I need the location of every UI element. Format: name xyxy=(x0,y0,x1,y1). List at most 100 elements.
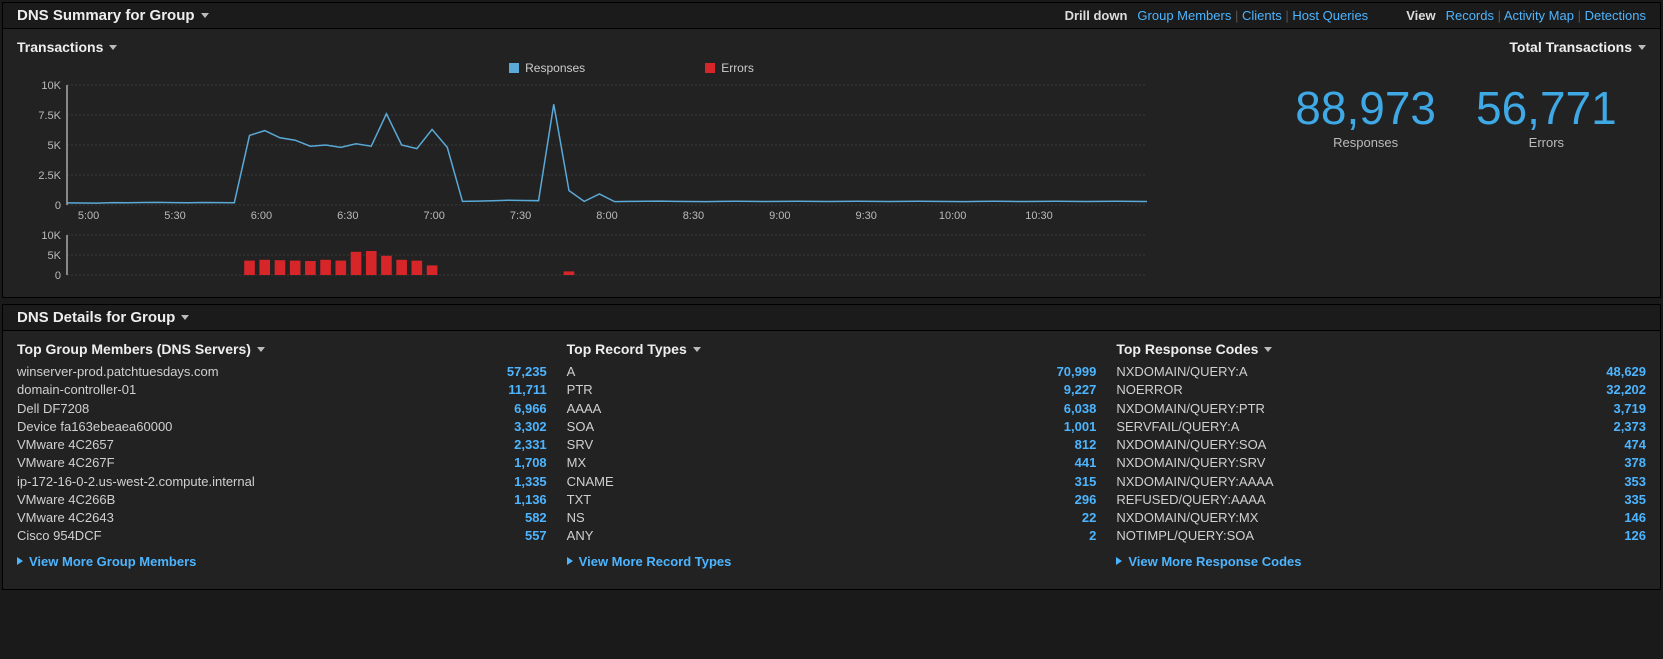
list-item[interactable]: ANY2 xyxy=(567,527,1097,545)
item-value: 32,202 xyxy=(1606,382,1646,398)
list-item[interactable]: winserver-prod.patchtuesdays.com 57,235 xyxy=(17,363,547,381)
nav-link-host-queries[interactable]: Host Queries xyxy=(1292,8,1368,23)
legend-errors-label: Errors xyxy=(721,61,754,75)
arrow-right-icon xyxy=(567,557,573,565)
item-value: 296 xyxy=(1075,492,1097,508)
list-item[interactable]: SRV812 xyxy=(567,436,1097,454)
item-name: CNAME xyxy=(567,474,614,490)
list-item[interactable]: PTR9,227 xyxy=(567,381,1097,399)
item-value: 6,966 xyxy=(514,401,547,417)
list-item[interactable]: NS22 xyxy=(567,509,1097,527)
list-item[interactable]: CNAME 315 xyxy=(567,473,1097,491)
item-value: 353 xyxy=(1624,474,1646,490)
svg-text:7:30: 7:30 xyxy=(510,210,531,222)
list-item[interactable]: Device fa163ebeaea600003,302 xyxy=(17,418,547,436)
nav-link-group-members[interactable]: Group Members xyxy=(1137,8,1231,23)
list-item[interactable]: NXDOMAIN/QUERY:SOA 474 xyxy=(1116,436,1646,454)
list-item[interactable]: SOA1,001 xyxy=(567,418,1097,436)
list-item[interactable]: domain-controller-0111,711 xyxy=(17,381,547,399)
svg-text:6:30: 6:30 xyxy=(337,210,358,222)
legend-errors[interactable]: Errors xyxy=(705,61,754,75)
item-value: 474 xyxy=(1624,437,1646,453)
nav-link-detections[interactable]: Detections xyxy=(1585,8,1646,23)
chevron-down-icon xyxy=(1264,347,1272,352)
response-codes-title-dropdown[interactable]: Top Response Codes xyxy=(1116,341,1646,357)
legend-responses[interactable]: Responses xyxy=(509,61,585,75)
list-item[interactable]: NXDOMAIN/QUERY:MX146 xyxy=(1116,509,1646,527)
transactions-chart-area: Transactions Responses Errors 02.5K5K7.5… xyxy=(17,39,1246,281)
totals-title-dropdown[interactable]: Total Transactions xyxy=(1266,39,1646,55)
item-value: 9,227 xyxy=(1064,382,1097,398)
total-responses[interactable]: 88,973 Responses xyxy=(1295,85,1436,150)
details-body: Top Group Members (DNS Servers) winserver… xyxy=(3,331,1660,589)
list-item[interactable]: MX441 xyxy=(567,454,1097,472)
list-item[interactable]: ip-172-16-0-2.us-west-2.compute.internal… xyxy=(17,473,547,491)
svg-text:5K: 5K xyxy=(48,250,62,262)
arrow-right-icon xyxy=(17,557,23,565)
item-name: NS xyxy=(567,510,585,526)
totals-area: Total Transactions 88,973 Responses 56,7… xyxy=(1266,39,1646,281)
summary-panel: DNS Summary for Group Drill down Group M… xyxy=(2,2,1661,298)
chevron-down-icon xyxy=(201,13,209,18)
list-item[interactable]: TXT296 xyxy=(567,491,1097,509)
list-item[interactable]: A70,999 xyxy=(567,363,1097,381)
list-item[interactable]: VMware 4C267F1,708 xyxy=(17,454,547,472)
item-name: NXDOMAIN/QUERY:AAAA xyxy=(1116,474,1273,490)
summary-title-dropdown[interactable]: DNS Summary for Group xyxy=(17,7,209,24)
record-types-view-more[interactable]: View More Record Types xyxy=(567,554,1097,569)
item-value: 1,335 xyxy=(514,474,547,490)
list-item[interactable]: VMware 4C266B1,136 xyxy=(17,491,547,509)
chevron-down-icon xyxy=(1638,45,1646,50)
chevron-down-icon xyxy=(109,45,117,50)
item-name: VMware 4C266B xyxy=(17,492,115,508)
svg-text:9:30: 9:30 xyxy=(855,210,876,222)
svg-text:6:00: 6:00 xyxy=(251,210,272,222)
transactions-title-dropdown[interactable]: Transactions xyxy=(17,39,1246,55)
nav-link-clients[interactable]: Clients xyxy=(1242,8,1282,23)
group-members-view-more[interactable]: View More Group Members xyxy=(17,554,547,569)
list-item[interactable]: REFUSED/QUERY:AAAA335 xyxy=(1116,491,1646,509)
record-types-title-dropdown[interactable]: Top Record Types xyxy=(567,341,1097,357)
list-item[interactable]: NXDOMAIN/QUERY:A 48,629 xyxy=(1116,363,1646,381)
response-codes-view-more[interactable]: View More Response Codes xyxy=(1116,554,1646,569)
svg-text:8:30: 8:30 xyxy=(683,210,704,222)
details-title-dropdown[interactable]: DNS Details for Group xyxy=(17,309,189,326)
item-name: NXDOMAIN/QUERY:A xyxy=(1116,364,1247,380)
list-item[interactable]: AAAA6,038 xyxy=(567,400,1097,418)
item-value: 582 xyxy=(525,510,547,526)
item-value: 126 xyxy=(1624,528,1646,544)
summary-header: DNS Summary for Group Drill down Group M… xyxy=(3,3,1660,29)
errors-swatch xyxy=(705,63,715,73)
total-errors-label: Errors xyxy=(1476,135,1617,150)
list-item[interactable]: SERVFAIL/QUERY:A2,373 xyxy=(1116,418,1646,436)
list-item[interactable]: NXDOMAIN/QUERY:PTR3,719 xyxy=(1116,400,1646,418)
list-item[interactable]: NOTIMPL/QUERY:SOA126 xyxy=(1116,527,1646,545)
item-name: NXDOMAIN/QUERY:SOA xyxy=(1116,437,1266,453)
view-more-label: View More Response Codes xyxy=(1128,554,1301,569)
total-errors[interactable]: 56,771 Errors xyxy=(1476,85,1617,150)
totals-title-text: Total Transactions xyxy=(1509,39,1632,55)
item-value: 48,629 xyxy=(1606,364,1646,380)
list-item[interactable]: VMware 4C26572,331 xyxy=(17,436,547,454)
top-group-members-col: Top Group Members (DNS Servers) winserver… xyxy=(17,341,547,569)
nav-link-records[interactable]: Records xyxy=(1446,8,1494,23)
list-item[interactable]: NOERROR32,202 xyxy=(1116,381,1646,399)
group-members-title-text: Top Group Members (DNS Servers) xyxy=(17,341,251,357)
item-name: NXDOMAIN/QUERY:SRV xyxy=(1116,455,1265,471)
nav-link-activity-map[interactable]: Activity Map xyxy=(1504,8,1574,23)
list-item[interactable]: Dell DF72086,966 xyxy=(17,400,547,418)
item-value: 1,708 xyxy=(514,455,547,471)
item-name: AAAA xyxy=(567,401,602,417)
list-item[interactable]: Cisco 954DCF557 xyxy=(17,527,547,545)
item-value: 2,373 xyxy=(1613,419,1646,435)
list-item[interactable]: NXDOMAIN/QUERY:SRV378 xyxy=(1116,454,1646,472)
item-name: winserver-prod.patchtuesdays.com xyxy=(17,364,219,380)
item-value: 57,235 xyxy=(507,364,547,380)
list-item[interactable]: VMware 4C2643582 xyxy=(17,509,547,527)
group-members-title-dropdown[interactable]: Top Group Members (DNS Servers) xyxy=(17,341,547,357)
drilldown-label: Drill down xyxy=(1065,8,1128,23)
item-value: 315 xyxy=(1075,474,1097,490)
svg-text:5:00: 5:00 xyxy=(78,210,99,222)
list-item[interactable]: NXDOMAIN/QUERY:AAAA 353 xyxy=(1116,473,1646,491)
top-record-types-col: Top Record Types A70,999PTR9,227AAAA6,038… xyxy=(567,341,1097,569)
